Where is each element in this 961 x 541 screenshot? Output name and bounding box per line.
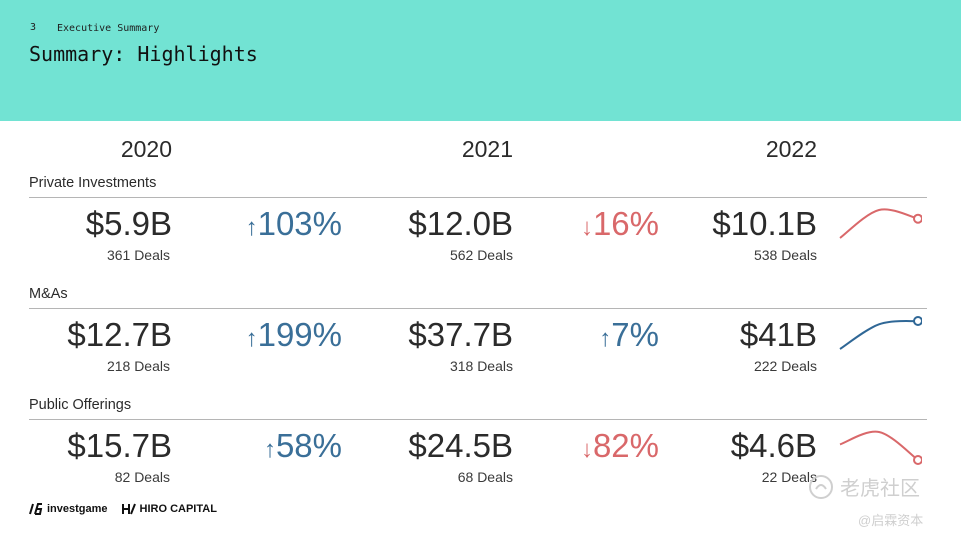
row-label-private-investments: Private Investments — [29, 175, 157, 191]
header-banner: 3 Executive Summary Summary: Highlights — [0, 0, 961, 121]
sparkline-path — [839, 320, 919, 350]
change-value: 82% — [592, 427, 659, 464]
year-2020-header: 2020 — [120, 136, 172, 162]
row-divider — [29, 308, 927, 309]
investgame-logo-icon — [29, 503, 43, 515]
change-2020-2021: ↑103% — [182, 205, 342, 243]
sparkline-endpoint — [913, 455, 922, 465]
row-divider — [29, 419, 927, 420]
deals-2021: 562 Deals — [449, 247, 513, 263]
amount-2022: $41B — [739, 316, 817, 353]
change-2021-2022: ↓82% — [499, 427, 659, 465]
change-value: 7% — [611, 316, 659, 353]
amount-2022: $4.6B — [730, 427, 817, 464]
tiger-community-icon — [809, 474, 833, 499]
change-2020-2021: ↑199% — [182, 316, 342, 354]
amount-2020: $15.7B — [67, 427, 172, 464]
change-value: 103% — [257, 205, 342, 242]
hiro-capital-logo: HIRO CAPITAL — [121, 503, 217, 515]
deals-2022: 538 Deals — [753, 247, 817, 263]
arrow-up-icon: ↑ — [245, 214, 258, 241]
deals-2020: 361 Deals — [106, 247, 170, 263]
investgame-logo-text: investgame — [47, 503, 108, 515]
amount-2020: $5.9B — [85, 205, 172, 242]
deals-2021: 318 Deals — [449, 358, 513, 374]
arrow-up-icon: ↑ — [599, 325, 612, 352]
arrow-up-icon: ↑ — [263, 436, 276, 463]
footer-logos: investgame HIRO CAPITAL — [29, 503, 217, 515]
sparkline-path — [839, 208, 919, 239]
deals-2021: 68 Deals — [457, 469, 513, 485]
arrow-down-icon: ↓ — [580, 214, 593, 241]
page-number: 3 — [30, 22, 37, 33]
change-2020-2021: ↑58% — [182, 427, 342, 465]
arrow-up-icon: ↑ — [245, 325, 258, 352]
investgame-logo: investgame — [29, 503, 108, 515]
watermark-author: @启霖资本 — [858, 513, 924, 528]
year-2022-header: 2022 — [765, 136, 817, 162]
sparkline-path — [839, 430, 919, 461]
hiro-capital-logo-text: HIRO CAPITAL — [139, 503, 217, 515]
amount-2021: $24.5B — [408, 427, 513, 464]
row-divider — [29, 197, 927, 198]
change-value: 16% — [592, 205, 659, 242]
change-value: 58% — [275, 427, 342, 464]
row-label-public-offerings: Public Offerings — [29, 397, 132, 413]
amount-2021: $37.7B — [408, 316, 513, 353]
watermark-line1: 老虎社区 — [840, 478, 920, 500]
sparkline-endpoint — [913, 316, 922, 326]
watermark-community: 老虎社区 — [808, 472, 920, 501]
trend-sparkline — [839, 430, 922, 465]
amount-2022: $10.1B — [712, 205, 817, 242]
amount-2020: $12.7B — [67, 316, 172, 353]
hiro-capital-logo-icon — [121, 503, 136, 515]
deals-2022: 22 Deals — [761, 469, 817, 485]
year-2021-header: 2021 — [461, 136, 513, 162]
trend-sparkline — [839, 208, 922, 239]
trend-sparkline — [839, 316, 922, 350]
sparkline-endpoint — [913, 213, 922, 224]
page-title: Summary: Highlights — [29, 42, 258, 66]
row-label-m-and-as: M&As — [29, 286, 68, 302]
section-label: Executive Summary — [57, 23, 160, 34]
amount-2021: $12.0B — [408, 205, 513, 242]
deals-2020: 218 Deals — [106, 358, 170, 374]
deals-2020: 82 Deals — [114, 469, 170, 485]
deals-2022: 222 Deals — [753, 358, 817, 374]
arrow-down-icon: ↓ — [580, 436, 593, 463]
change-2021-2022: ↓16% — [499, 205, 659, 243]
change-2021-2022: ↑7% — [499, 316, 659, 354]
change-value: 199% — [257, 316, 342, 353]
